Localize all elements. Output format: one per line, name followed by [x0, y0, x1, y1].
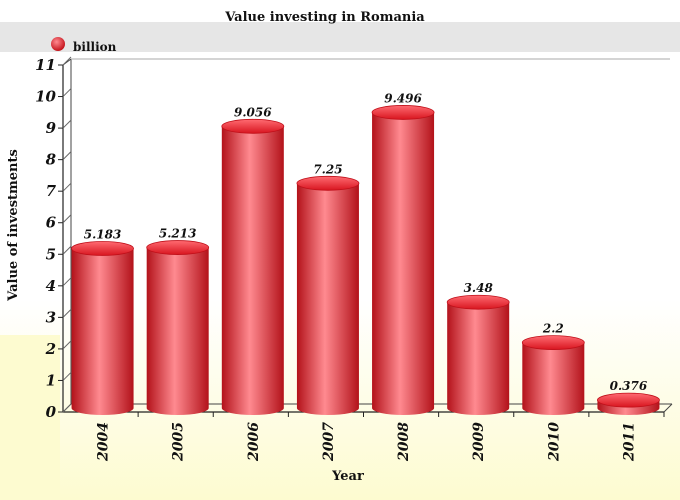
y-tick-label: 9	[46, 119, 57, 137]
x-axis: 2004 2005 2006 2007 2008 2009 2010 2011	[96, 412, 665, 462]
left-tint	[0, 335, 60, 500]
y-tick-depth	[62, 309, 72, 318]
x-tick-label: 2006	[246, 422, 262, 462]
y-tick-label: 2	[45, 340, 56, 358]
bar-value-label: 5.213	[159, 227, 197, 241]
legend-marker	[51, 37, 65, 51]
y-tick-depth	[62, 182, 72, 192]
y-tick-depth	[62, 151, 72, 160]
bar-body	[71, 248, 134, 415]
bar-2011: 0.376	[597, 379, 660, 416]
y-axis-title: Value of investments	[6, 149, 21, 302]
bar-value-label: 7.25	[313, 162, 342, 176]
bar-body	[296, 183, 359, 416]
bar-value-label: 5.183	[84, 227, 122, 241]
x-tick-label: 2007	[321, 422, 337, 462]
bar-cap	[371, 105, 435, 120]
y-tick-depth	[62, 403, 72, 413]
legend-label: billion	[73, 40, 117, 54]
legend: billion	[51, 37, 117, 54]
bar-2010: 2.2	[521, 322, 585, 416]
bars: 5.183 5.213 9.056 7.25 9.496 3.48 2.2 0.376	[71, 91, 660, 416]
y-tick-label: 1	[46, 371, 56, 389]
bar-value-label: 0.376	[610, 379, 648, 393]
bar-cap	[597, 392, 660, 408]
bar-2007: 7.25	[296, 162, 360, 416]
y-tick-label: 0	[46, 403, 57, 421]
y-tick-depth	[62, 214, 72, 224]
x-tick-label: 2004	[96, 422, 112, 462]
legend-band	[0, 22, 680, 52]
bar-2008: 9.496	[371, 91, 435, 416]
bar-cap	[446, 294, 510, 310]
bar-body	[372, 112, 435, 416]
y-tick-depth	[62, 56, 72, 66]
bar-value-label: 9.056	[234, 105, 272, 119]
bar-body	[522, 342, 585, 416]
y-tick-depth	[62, 372, 72, 381]
bar-body	[447, 302, 510, 416]
x-tick-label: 2008	[396, 422, 412, 462]
y-tick-label: 7	[46, 182, 57, 200]
y-tick-label: 3	[46, 308, 56, 326]
y-tick-depth	[62, 88, 72, 97]
chart-title: Value investing in Romania	[224, 10, 425, 25]
y-axis: 0 1 2 3 4 5 6 7 8 9 10 11	[35, 56, 72, 421]
y-tick-label: 6	[46, 214, 57, 232]
floor-right-line	[663, 403, 673, 413]
bar-value-label: 3.48	[464, 281, 494, 295]
y-tick-depth	[62, 340, 72, 350]
y-tick-label: 11	[35, 56, 56, 74]
bar-2009: 3.48	[446, 281, 510, 416]
bar-body	[146, 247, 209, 415]
y-tick-depth	[62, 245, 72, 255]
bar-2005: 5.213	[146, 227, 210, 415]
bar-cap	[146, 240, 210, 255]
bar-2006: 9.056	[221, 105, 285, 416]
bar-body	[221, 126, 284, 416]
y-tick-depth	[62, 277, 72, 287]
x-tick-label: 2005	[171, 422, 187, 462]
x-tick-label: 2010	[546, 422, 562, 462]
y-tick-label: 5	[46, 245, 56, 263]
y-tick-depth	[62, 119, 72, 129]
y-tick-label: 10	[35, 88, 56, 106]
y-tick-label: 8	[46, 151, 57, 169]
x-axis-title: Year	[331, 469, 364, 484]
bar-value-label: 9.496	[384, 91, 422, 105]
bar-cap	[71, 241, 134, 256]
bar-cap	[221, 118, 285, 134]
bar-cap	[521, 335, 585, 351]
x-tick-label: 2009	[471, 422, 487, 462]
bar-2004: 5.183	[71, 227, 134, 415]
y-tick-label: 4	[46, 277, 56, 295]
x-tick-label: 2011	[621, 422, 637, 462]
bar-cap	[296, 175, 360, 191]
bar-value-label: 2.2	[542, 322, 564, 336]
